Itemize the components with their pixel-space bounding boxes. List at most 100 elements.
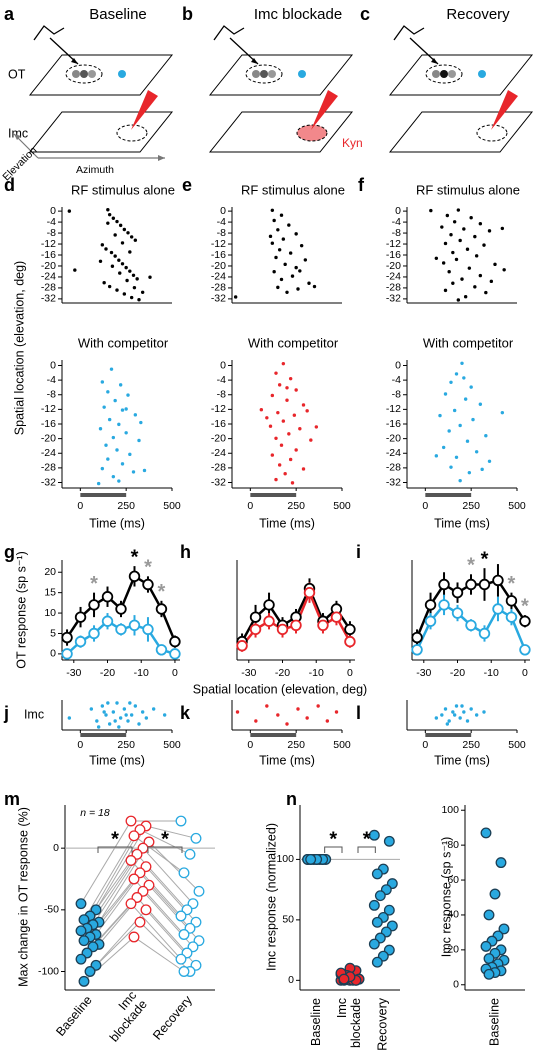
- y-tick-label: -28: [211, 462, 226, 474]
- y-tick-label: -50: [44, 904, 59, 916]
- spike: [456, 208, 461, 212]
- spike: [478, 402, 483, 406]
- spike: [440, 713, 444, 717]
- x-axis-label: Time (ms): [259, 516, 315, 530]
- y-axis-label: OT response (sp s⁻¹): [14, 551, 28, 669]
- injection-pipette: [311, 90, 338, 130]
- spike: [137, 298, 141, 302]
- spike: [434, 454, 439, 458]
- y-tick-label: -12: [386, 238, 401, 250]
- data-point: [438, 578, 450, 591]
- spike: [489, 279, 494, 284]
- spike: [451, 281, 455, 285]
- spike: [113, 254, 117, 258]
- spike: [277, 383, 282, 387]
- spike: [474, 450, 479, 454]
- spike: [460, 277, 464, 281]
- spike: [480, 467, 484, 472]
- y-tick-label: -4: [392, 374, 401, 386]
- spike: [443, 288, 448, 293]
- significance-marker: *: [158, 581, 166, 603]
- axis-name: Azimuth: [76, 164, 114, 176]
- stimulus-bar: [425, 493, 472, 497]
- data-point: [263, 599, 275, 611]
- y-tick-label: -8: [47, 227, 56, 239]
- spike: [120, 462, 125, 466]
- spike: [102, 281, 106, 285]
- data-point: [142, 578, 154, 591]
- x-tick-label: -20: [450, 667, 465, 679]
- spike: [142, 468, 147, 473]
- recording-electrode: [393, 25, 439, 65]
- spike: [288, 376, 293, 381]
- spike: [334, 710, 339, 714]
- spike: [131, 470, 136, 474]
- spike: [449, 380, 453, 385]
- data-point: [75, 953, 87, 965]
- spike: [96, 725, 101, 729]
- significance-marker: *: [144, 557, 152, 579]
- y-tick-label: -28: [41, 282, 56, 294]
- spike: [462, 710, 466, 714]
- spike: [117, 725, 121, 729]
- spike: [67, 716, 72, 720]
- spike: [294, 265, 298, 270]
- panel-letter: l: [356, 703, 361, 723]
- spike: [429, 208, 433, 213]
- y-tick-label: -20: [41, 432, 56, 444]
- x-tick-label: 250: [117, 739, 135, 751]
- x-tick-label: 0: [422, 500, 428, 512]
- data-point: [290, 619, 302, 632]
- competitor-site: [118, 70, 126, 78]
- x-tick-label: 0: [247, 500, 253, 512]
- subject-link: [130, 903, 182, 960]
- x-tick-label: 0: [172, 667, 178, 679]
- y-tick-label: 20: [447, 944, 459, 956]
- spike: [325, 719, 330, 723]
- stimulus-bar: [80, 733, 127, 737]
- spike: [451, 250, 455, 255]
- significance-marker: *: [161, 828, 169, 850]
- spike: [113, 233, 117, 237]
- ot-plane: [208, 54, 354, 96]
- spike: [452, 220, 457, 224]
- significance-marker: *: [90, 573, 98, 595]
- y-tick-label: -32: [386, 293, 401, 305]
- x-axis-label: Time (ms): [89, 516, 145, 530]
- y-tick-label: -12: [41, 403, 56, 415]
- spike: [115, 219, 119, 224]
- spike: [309, 438, 313, 442]
- data-point: [125, 898, 137, 910]
- significance-marker: *: [329, 828, 337, 850]
- spike: [296, 707, 300, 711]
- y-tick-label: 0: [50, 205, 56, 217]
- spike: [151, 707, 156, 711]
- y-tick-label: 50: [282, 914, 294, 926]
- y-tick-label: -16: [386, 418, 401, 430]
- spike: [441, 445, 446, 450]
- y-tick-label: 100: [276, 853, 294, 865]
- spike: [465, 247, 470, 251]
- spike: [441, 261, 446, 265]
- spike: [113, 398, 117, 403]
- panel-letter: m: [4, 789, 20, 809]
- category-label: Imcblockade: [97, 989, 150, 1045]
- spike: [120, 241, 125, 245]
- layer-label: OT: [8, 67, 26, 81]
- spike: [124, 713, 128, 717]
- spike: [281, 361, 286, 366]
- x-tick-label: 0: [77, 739, 83, 751]
- data-point: [483, 968, 495, 980]
- y-axis-label: Max change in OT response (%): [16, 807, 30, 987]
- spike: [469, 707, 473, 711]
- spike: [122, 292, 127, 296]
- spike: [128, 452, 132, 457]
- y-tick-label: -24: [211, 447, 226, 459]
- subject-link: [133, 936, 185, 972]
- spike: [301, 403, 306, 407]
- stimulus-bar: [250, 493, 297, 497]
- spike: [126, 231, 130, 235]
- spike: [135, 277, 139, 281]
- spike: [482, 710, 486, 714]
- x-axis-label: Time (ms): [434, 516, 490, 530]
